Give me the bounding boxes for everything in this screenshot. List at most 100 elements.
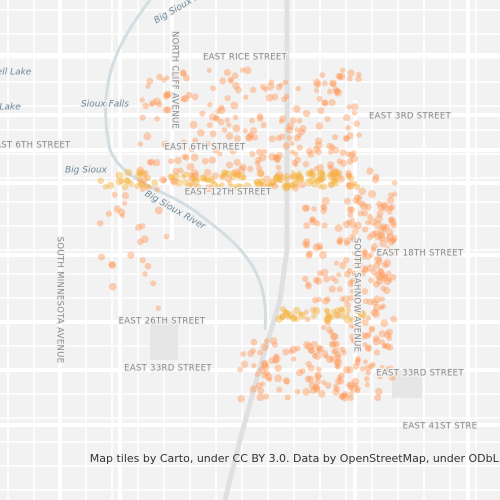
density-dot bbox=[365, 345, 371, 351]
density-dot bbox=[181, 94, 190, 103]
density-dot bbox=[323, 275, 331, 283]
density-dot bbox=[259, 381, 266, 387]
density-dot bbox=[124, 178, 132, 185]
density-dot bbox=[272, 175, 280, 183]
density-dot bbox=[282, 310, 291, 318]
density-dot bbox=[317, 107, 325, 115]
density-dot bbox=[293, 179, 299, 186]
density-dot bbox=[243, 182, 252, 190]
density-dot bbox=[273, 155, 280, 162]
density-dot bbox=[334, 224, 343, 232]
density-dot bbox=[362, 248, 368, 255]
density-dot bbox=[372, 280, 380, 288]
density-dot bbox=[108, 261, 117, 269]
density-dot bbox=[139, 223, 146, 230]
density-dot bbox=[361, 210, 368, 217]
density-dot bbox=[293, 156, 302, 164]
density-dot bbox=[333, 168, 341, 177]
density-dot bbox=[355, 199, 362, 205]
density-dot bbox=[316, 95, 323, 103]
density-dot bbox=[255, 180, 264, 189]
density-dot bbox=[163, 93, 170, 100]
density-dot bbox=[330, 275, 336, 281]
density-dot bbox=[211, 172, 219, 180]
density-dot bbox=[357, 210, 364, 217]
density-dot bbox=[382, 273, 389, 280]
density-dot bbox=[354, 255, 363, 263]
density-dot bbox=[358, 187, 367, 195]
density-dot bbox=[233, 135, 241, 143]
density-dot bbox=[377, 203, 386, 212]
density-dot bbox=[326, 142, 334, 150]
density-dot bbox=[348, 295, 355, 302]
density-dot bbox=[376, 210, 384, 218]
density-dot bbox=[353, 275, 360, 282]
density-dot bbox=[348, 395, 354, 402]
density-dot bbox=[386, 343, 394, 351]
density-dot bbox=[286, 181, 293, 188]
density-dot bbox=[345, 382, 352, 388]
density-dot bbox=[378, 365, 386, 373]
density-dot bbox=[350, 221, 357, 229]
map-label: ell Lake bbox=[0, 68, 32, 78]
density-dot bbox=[149, 101, 155, 107]
density-dot bbox=[355, 356, 362, 362]
density-dot bbox=[375, 387, 383, 396]
density-dot bbox=[321, 197, 330, 206]
density-dot bbox=[305, 282, 312, 290]
density-dot bbox=[389, 273, 397, 281]
density-dot bbox=[145, 83, 151, 89]
density-dot bbox=[264, 183, 271, 190]
density-dot bbox=[204, 140, 211, 147]
density-dot bbox=[256, 113, 264, 120]
density-dot bbox=[302, 160, 310, 168]
density-dot bbox=[335, 377, 342, 385]
density-dot bbox=[180, 70, 187, 77]
density-dot bbox=[344, 312, 350, 318]
density-dot bbox=[352, 363, 360, 370]
density-dot bbox=[274, 174, 282, 182]
density-dot bbox=[379, 305, 385, 311]
density-dot bbox=[298, 311, 304, 317]
density-dot bbox=[333, 340, 340, 348]
density-dot bbox=[354, 332, 360, 339]
density-dot bbox=[164, 106, 172, 114]
density-dot bbox=[188, 175, 195, 182]
density-dot bbox=[294, 127, 300, 133]
density-dot bbox=[332, 346, 339, 354]
density-dot bbox=[323, 353, 329, 359]
density-dot bbox=[185, 91, 193, 99]
density-dot bbox=[349, 288, 355, 295]
density-dot bbox=[226, 161, 233, 169]
density-dot bbox=[274, 364, 282, 372]
density-dot bbox=[360, 265, 369, 273]
density-dot bbox=[261, 148, 268, 155]
density-dot bbox=[333, 383, 339, 389]
density-dot bbox=[224, 175, 233, 183]
density-dot bbox=[328, 285, 336, 293]
density-dot bbox=[268, 79, 275, 85]
density-dot bbox=[382, 343, 388, 349]
density-dot bbox=[346, 182, 352, 188]
density-dot bbox=[331, 333, 339, 341]
density-dot bbox=[372, 337, 381, 346]
density-dot bbox=[345, 169, 352, 177]
density-dot bbox=[328, 149, 334, 155]
density-dot bbox=[245, 134, 253, 142]
density-dot bbox=[303, 341, 311, 349]
density-dot bbox=[387, 205, 394, 211]
density-dot bbox=[380, 285, 387, 292]
density-dot bbox=[374, 255, 382, 263]
map-label: Big Sioux bbox=[65, 166, 108, 176]
density-dot bbox=[239, 67, 246, 73]
density-dot bbox=[367, 213, 374, 221]
density-dot bbox=[247, 132, 255, 139]
density-dot bbox=[388, 204, 396, 211]
density-dot bbox=[268, 153, 277, 161]
density-dot bbox=[327, 161, 335, 169]
density-dot bbox=[97, 177, 104, 184]
density-dot bbox=[390, 237, 397, 244]
density-dot bbox=[337, 175, 345, 183]
density-dot bbox=[226, 122, 232, 128]
density-dot bbox=[296, 173, 305, 182]
